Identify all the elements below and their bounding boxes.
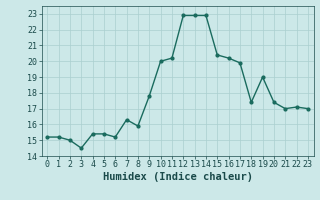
X-axis label: Humidex (Indice chaleur): Humidex (Indice chaleur) (103, 172, 252, 182)
